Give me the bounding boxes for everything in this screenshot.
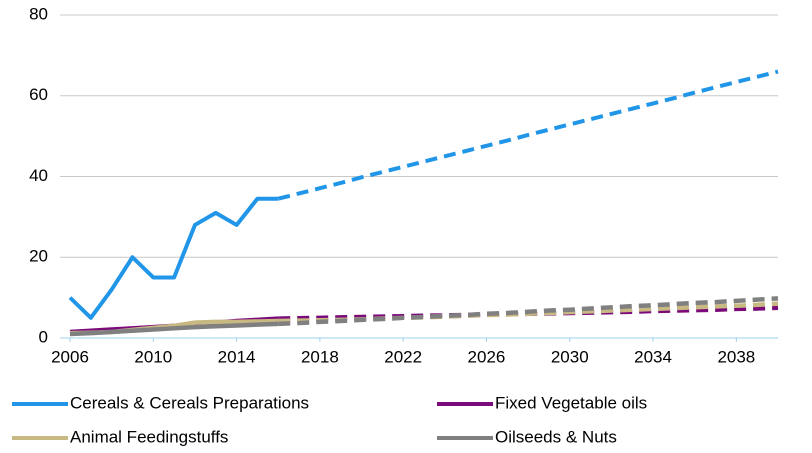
y-tick-label: 20 <box>29 247 48 266</box>
x-tick-label: 2006 <box>51 347 89 366</box>
y-tick-label: 40 <box>29 166 48 185</box>
legend-label: Cereals & Cereals Preparations <box>70 393 309 412</box>
series-line <box>69 321 279 337</box>
x-tick-label: 2034 <box>634 347 672 366</box>
legend-label: Oilseeds & Nuts <box>495 427 617 446</box>
x-tick-label: 2038 <box>717 347 755 366</box>
series-projection-line <box>277 69 779 201</box>
x-tick-label: 2030 <box>551 347 589 366</box>
y-tick-label: 60 <box>29 85 48 104</box>
x-tick-label: 2018 <box>301 347 339 366</box>
x-tick-label: 2014 <box>218 347 256 366</box>
legend-label: Fixed Vegetable oils <box>495 393 647 412</box>
y-tick-label: 80 <box>29 4 48 23</box>
legend-label: Animal Feedingstuffs <box>70 427 228 446</box>
series-line <box>68 196 279 320</box>
y-tick-label: 0 <box>39 327 48 346</box>
x-tick-label: 2010 <box>134 347 172 366</box>
x-tick-label: 2026 <box>468 347 506 366</box>
x-tick-label: 2022 <box>384 347 422 366</box>
series-projection-line <box>278 296 779 327</box>
